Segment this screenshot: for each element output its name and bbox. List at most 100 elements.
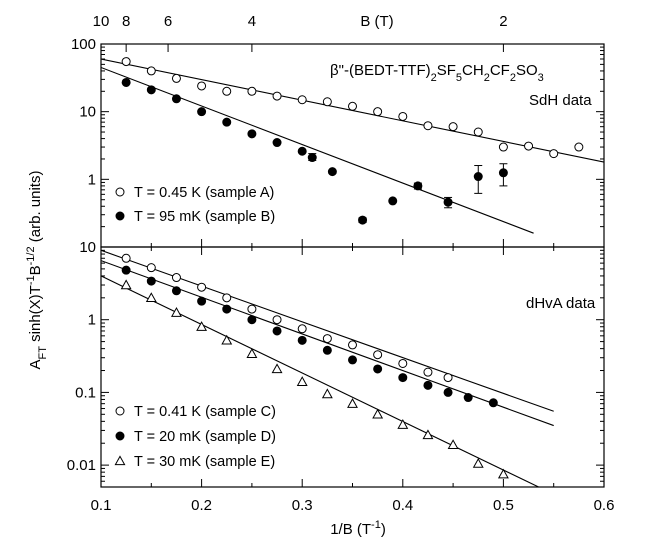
panel-bottom: 10 1 0.1 0.01 T = 0.41 K (sample C) T = 20 mK… [67, 239, 615, 514]
data-point [247, 129, 257, 139]
data-point [423, 121, 433, 131]
series-points [121, 57, 584, 159]
data-point [463, 393, 473, 403]
legend-label: T = 20 mK (sample D) [134, 429, 276, 445]
tick-marks [100, 246, 605, 488]
data-point [296, 376, 308, 386]
x-tick-label: 0.2 [191, 497, 212, 514]
x-tick-label: 0.1 [91, 497, 112, 514]
bottom-panel-frame [100, 246, 605, 488]
top-axis-title: B (T) [360, 13, 393, 30]
top-tick-label: 2 [499, 13, 507, 30]
data-point [120, 279, 132, 290]
legend-label: T = 0.45 K (sample A) [134, 185, 274, 201]
data-point [171, 286, 181, 296]
data-point [348, 101, 357, 111]
data-point [297, 146, 307, 156]
legend-marker [115, 187, 125, 197]
data-point [413, 181, 423, 191]
series-points [121, 253, 453, 383]
data-point [121, 265, 131, 275]
data-point [197, 282, 207, 292]
data-point [272, 315, 282, 325]
data-point [272, 326, 282, 336]
data-point [222, 304, 232, 314]
data-point [171, 94, 181, 104]
data-point [297, 95, 307, 105]
data-point [297, 324, 307, 334]
data-point [497, 468, 509, 479]
fit-line [101, 275, 539, 487]
data-point [472, 457, 484, 468]
data-point [146, 276, 156, 286]
legend-marker [115, 211, 125, 221]
data-point [121, 57, 131, 67]
top-tick-label: 4 [248, 13, 256, 30]
data-point [246, 348, 258, 358]
legend-marker [115, 406, 125, 416]
data-point [443, 373, 453, 383]
y-tick-label: 0.01 [67, 457, 96, 474]
data-point [322, 97, 332, 107]
formula-annotation: β"-(BEDT-TTF)2SF5CH2CF2SO3 [330, 62, 544, 84]
x-tick-label: 0.4 [392, 497, 413, 514]
x-tick-label: 0.6 [594, 497, 615, 514]
data-point [488, 398, 498, 408]
data-point [146, 263, 156, 273]
data-point [322, 345, 332, 355]
data-point [307, 153, 317, 163]
data-point [372, 408, 384, 419]
data-point [121, 253, 131, 263]
data-point [222, 293, 232, 303]
data-point [221, 334, 233, 345]
legend-marker [114, 455, 126, 466]
fit-lines [101, 249, 554, 487]
data-point [373, 107, 383, 117]
data-point [388, 196, 398, 206]
y-tick-label: 1 [88, 312, 96, 329]
dhva-data-annotation: dHvA data [526, 295, 596, 312]
y-tick-label: 0.1 [75, 384, 96, 401]
data-point [398, 111, 408, 121]
data-point [348, 355, 357, 365]
data-point [373, 364, 383, 374]
data-point [398, 373, 408, 383]
data-point [222, 117, 232, 127]
sdh-data-annotation: SdH data [529, 92, 592, 109]
data-point [447, 439, 459, 450]
legend-label: T = 95 mK (sample B) [134, 209, 275, 225]
data-point [145, 292, 157, 302]
data-point [196, 321, 208, 331]
top-tick-label: 10 [93, 13, 110, 30]
data-point [347, 398, 358, 408]
data-point [443, 387, 453, 397]
data-point [498, 142, 508, 152]
series-points [121, 77, 508, 225]
x-axis-title: 1/B (T-1) [330, 519, 386, 538]
panel-top: 100 10 1 T = 0.45 K (sample A) T = 95 mK (sa… [71, 13, 605, 248]
legend-label: T = 30 mK (sample E) [134, 454, 275, 470]
data-point [321, 388, 333, 399]
tick-marks [100, 43, 605, 248]
data-point [171, 273, 181, 283]
data-point [297, 335, 307, 345]
data-point [422, 429, 434, 440]
data-point [171, 73, 181, 83]
data-point [498, 168, 508, 178]
x-tick-label: 0.5 [493, 497, 514, 514]
data-point [222, 86, 232, 96]
data-point [549, 149, 559, 159]
y-tick-label: 100 [71, 36, 96, 53]
data-point [171, 307, 182, 317]
y-tick-label: 10 [79, 104, 96, 121]
data-point [272, 91, 282, 101]
data-point [247, 315, 257, 325]
data-point [146, 85, 156, 95]
data-point [574, 142, 584, 152]
data-point [197, 81, 207, 91]
data-point [247, 304, 257, 314]
data-point [473, 127, 483, 137]
y-axis-title: AFT sinh(X)T-1B-1/2 (arb. units) [25, 171, 49, 370]
data-point [443, 197, 453, 207]
